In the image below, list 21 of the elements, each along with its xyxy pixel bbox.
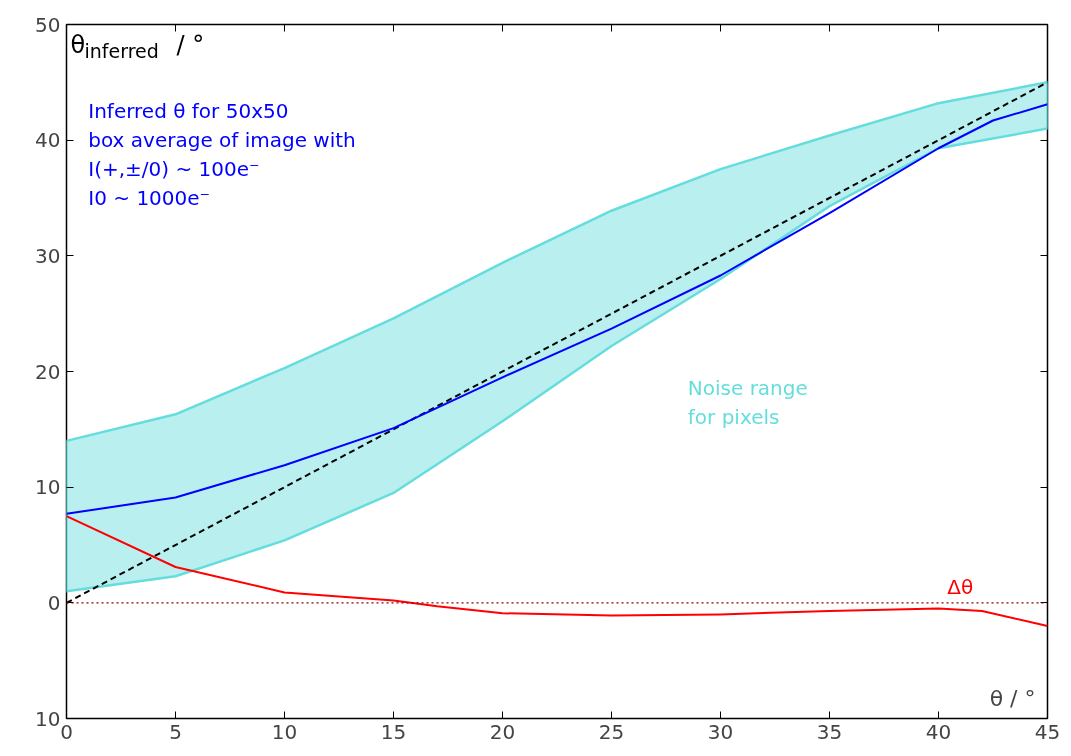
series-label: Δθ (947, 575, 974, 600)
y-tick-label: 0 (47, 590, 61, 615)
x-tick-label: 5 (169, 719, 182, 744)
x-tick-label: 40 (925, 719, 952, 744)
line-series (66, 103, 1048, 515)
y-tick-label: 20 (35, 359, 61, 384)
line-series (66, 515, 1048, 627)
x-tick-label: 15 (380, 719, 407, 744)
x-tick-label: 30 (707, 719, 734, 744)
y-tick-label: 10 (35, 475, 61, 500)
x-tick-label: 35 (816, 719, 843, 744)
x-tick-label: 25 (598, 719, 625, 744)
x-tick-label: 10 (271, 719, 298, 744)
y-tick-label: 50 (35, 12, 61, 37)
y-tick-label: 40 (35, 128, 61, 153)
text: Inferred θ for 50x50 box average of image with I(+,±/0) ~ 100e⁻ I0 ~ 1000e⁻ (88, 98, 356, 210)
y-tick-label: 30 (35, 243, 61, 268)
x-axis-title: θ / ° (989, 685, 1036, 711)
x-tick-label: 20 (489, 719, 516, 744)
x-tick-label: 45 (1034, 719, 1061, 744)
legend-label: Noise range for pixels (687, 376, 808, 430)
